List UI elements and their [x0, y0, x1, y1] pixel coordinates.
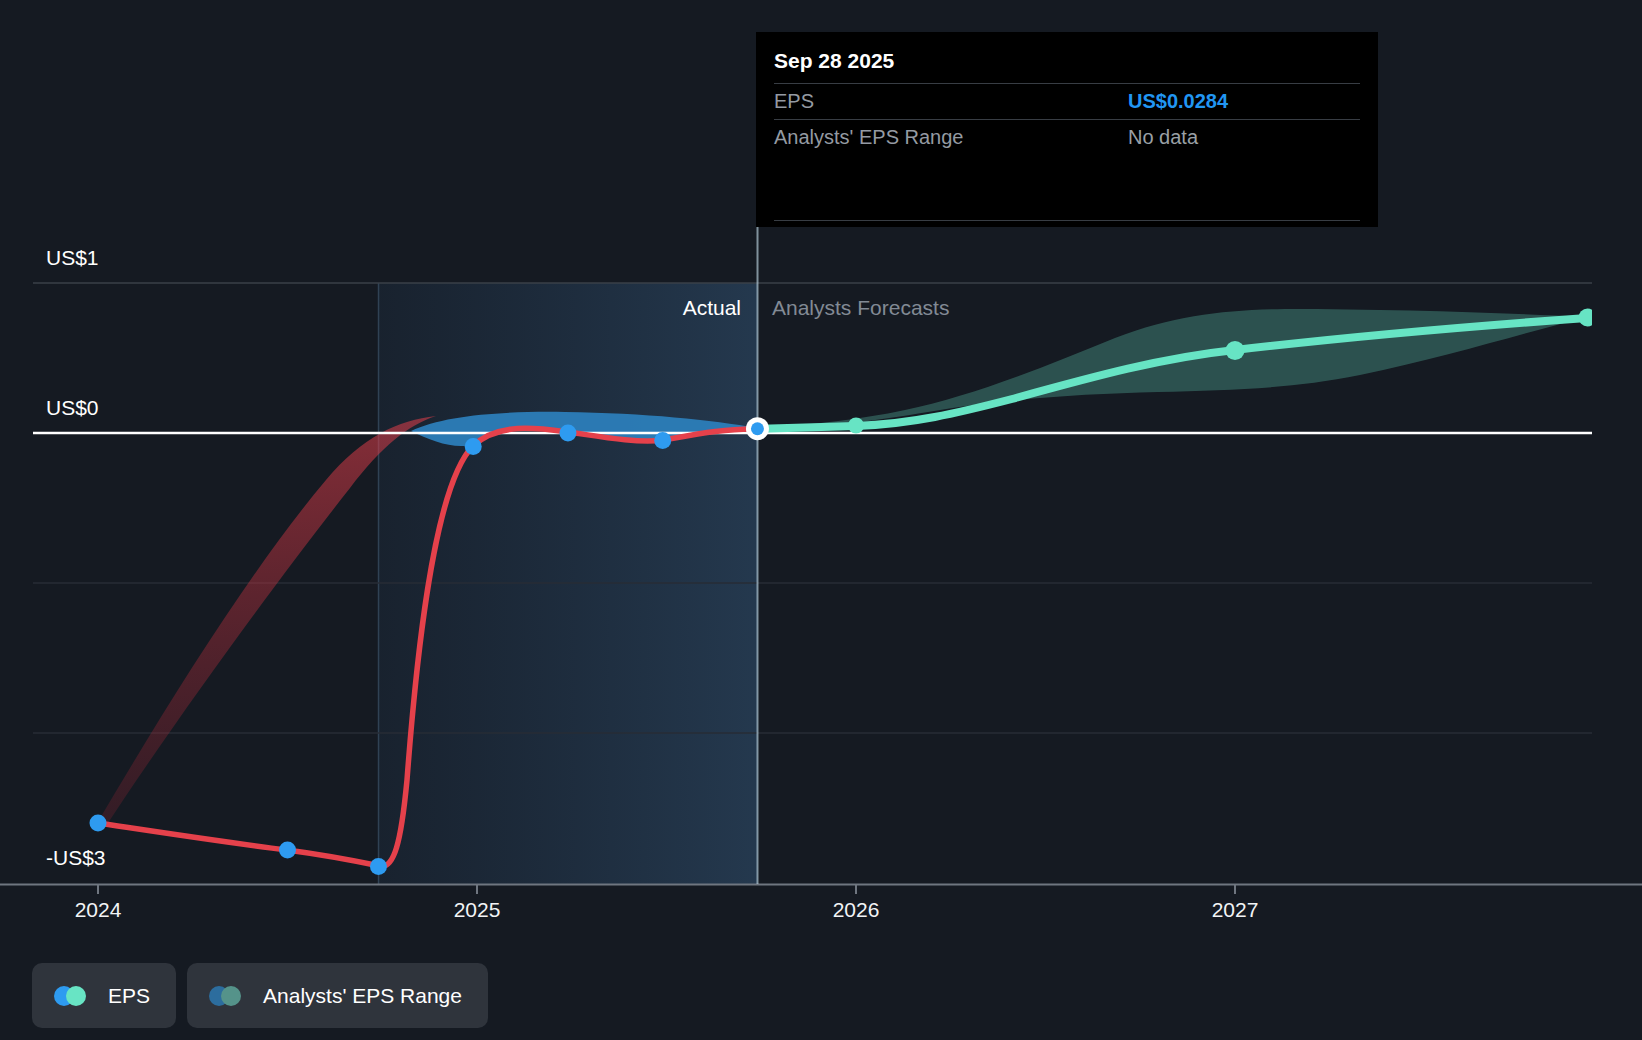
legend-dot-teal-icon — [66, 986, 86, 1006]
eps-growth-chart[interactable]: US$1 US$0 -US$3 2024 2025 2026 2027 Actual An… — [0, 0, 1642, 1040]
legend-dot-teal-icon — [221, 986, 241, 1006]
actual-eps-point[interactable] — [370, 858, 387, 875]
current-point-center — [751, 422, 764, 435]
tooltip-row-eps: EPS US$0.0284 — [774, 84, 1360, 120]
legend-item-eps[interactable]: EPS — [32, 963, 176, 1028]
data-point-markers — [90, 309, 1597, 876]
actual-eps-point[interactable] — [279, 842, 296, 859]
forecast-eps-point[interactable] — [848, 418, 864, 434]
tooltip-range-value: No data — [1128, 126, 1198, 149]
actual-eps-point[interactable] — [559, 425, 576, 442]
actual-eps-point[interactable] — [465, 438, 482, 455]
actual-label: Actual — [521, 295, 741, 320]
actual-eps-point[interactable] — [654, 432, 671, 449]
y-tick-label-USS0: US$0 — [46, 396, 99, 420]
x-tick-label-2024: 2024 — [53, 898, 143, 922]
tooltip-eps-value: US$0.0284 — [1128, 90, 1228, 113]
actual-eps-point[interactable] — [90, 815, 107, 832]
y-tick-label--USS3: -US$3 — [46, 846, 106, 870]
forecast-eps-point[interactable] — [1578, 309, 1596, 327]
legend-item-label: EPS — [108, 984, 150, 1008]
chart-legend: EPS Analysts' EPS Range — [0, 963, 488, 1028]
tooltip-spacer — [774, 155, 1360, 220]
x-tick-label-2025: 2025 — [432, 898, 522, 922]
tooltip-row-range: Analysts' EPS Range No data — [774, 120, 1360, 155]
forecast-eps-point[interactable] — [1226, 341, 1245, 360]
tooltip-eps-label: EPS — [774, 90, 1128, 113]
legend-dot-pair-icon — [209, 986, 241, 1006]
legend-dot-pair-icon — [54, 986, 86, 1006]
tooltip-date: Sep 28 2025 — [774, 48, 1360, 84]
tooltip-range-label: Analysts' EPS Range — [774, 126, 1128, 149]
analysts-forecasts-label: Analysts Forecasts — [772, 295, 949, 320]
x-tick-label-2027: 2027 — [1190, 898, 1280, 922]
tooltip-bottom-divider — [774, 220, 1360, 221]
x-tick-label-2026: 2026 — [811, 898, 901, 922]
legend-item-label: Analysts' EPS Range — [263, 984, 462, 1008]
y-tick-label-USS1: US$1 — [46, 246, 99, 270]
tooltip: Sep 28 2025 EPS US$0.0284 Analysts' EPS … — [756, 32, 1378, 227]
legend-item-analysts-eps-range[interactable]: Analysts' EPS Range — [187, 963, 488, 1028]
